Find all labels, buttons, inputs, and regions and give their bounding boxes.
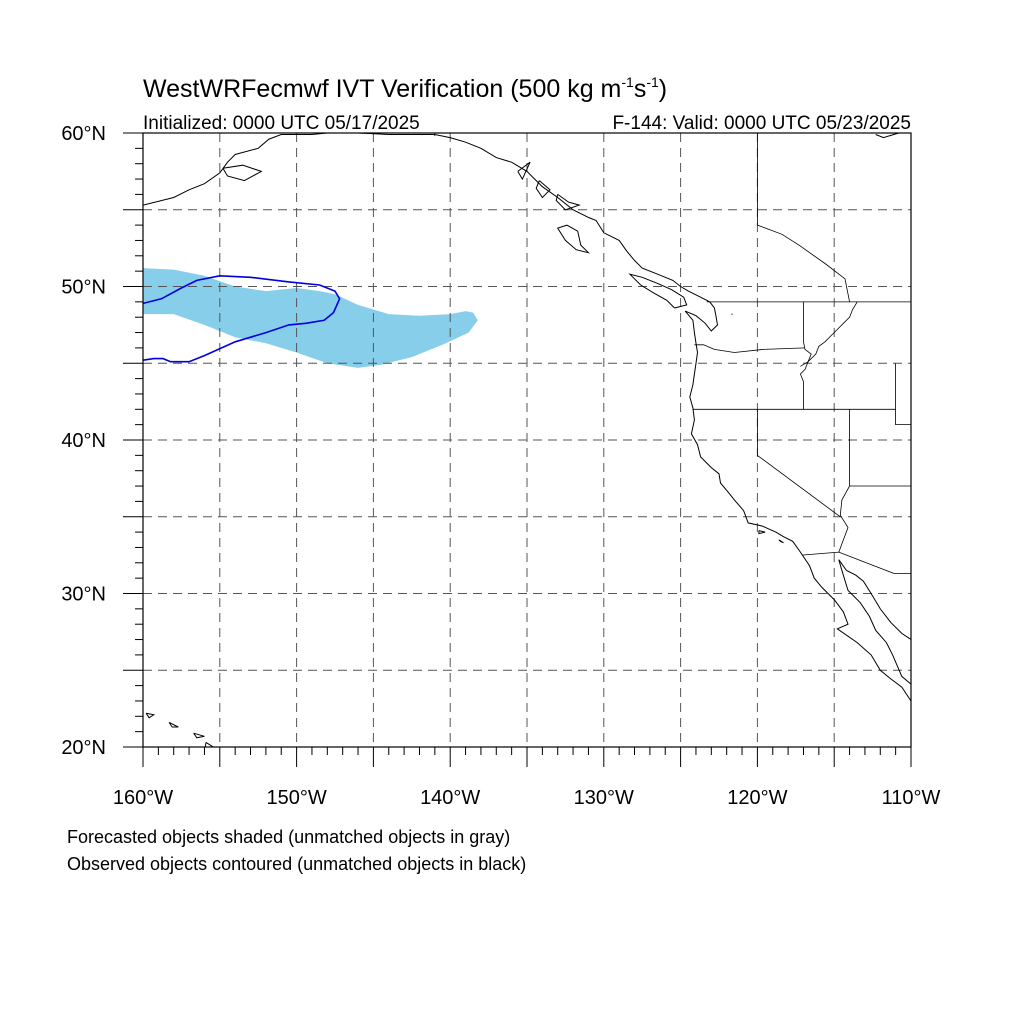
coastline (143, 133, 911, 702)
forecast-ivt-object (143, 268, 478, 368)
init-time: Initialized: 0000 UTC 05/17/2025 (143, 113, 420, 134)
coastline (517, 161, 531, 181)
coastline (758, 530, 766, 535)
lon-label: 150°W (266, 787, 326, 809)
coastline (875, 133, 899, 139)
political-border (895, 363, 911, 425)
legend-forecast-note: Forecasted objects shaded (unmatched obj… (67, 827, 510, 847)
legend-observed-note: Observed objects contoured (unmatched ob… (67, 854, 526, 874)
coastline (222, 164, 263, 182)
lon-label: 130°W (574, 787, 634, 809)
lon-label: 140°W (420, 787, 480, 809)
lon-label: 120°W (727, 787, 787, 809)
coastline (193, 732, 205, 739)
coastline (535, 180, 551, 199)
observed-ivt-contour (143, 274, 341, 363)
lat-label: 60°N (61, 123, 106, 145)
lat-label: 40°N (61, 430, 106, 452)
coastline-layer (143, 133, 911, 747)
map-title: WestWRFecmwf IVT Verification (500 kg m-… (143, 74, 667, 103)
political-border (800, 301, 858, 367)
valid-time: F-144: Valid: 0000 UTC 05/23/2025 (612, 113, 911, 134)
political-border (801, 551, 911, 574)
observed-layer (143, 274, 341, 363)
lon-label: 110°W (882, 787, 941, 809)
coastline (556, 224, 591, 254)
coastline (778, 539, 784, 544)
forecast-layer (143, 268, 478, 368)
political-border (757, 409, 841, 518)
coastline (168, 721, 179, 728)
coastline (555, 193, 581, 211)
grid-lines (143, 133, 911, 747)
political-border (694, 344, 806, 353)
lat-label: 30°N (61, 584, 106, 606)
lon-label: 160°W (113, 787, 173, 809)
coastline (145, 712, 156, 719)
political-border (838, 409, 850, 553)
axis-ticks (123, 132, 912, 767)
lat-label: 50°N (61, 277, 106, 299)
political-border (799, 301, 812, 410)
coastline (628, 273, 688, 309)
coastline (838, 559, 911, 685)
axis-labels: 60°N 50°N 40°N 30°N 20°N 160°W 150°W 140°W 130°W… (61, 123, 940, 809)
coastline (838, 559, 911, 640)
lat-label: 20°N (61, 737, 106, 759)
political-border (757, 133, 850, 302)
coastline (204, 741, 215, 747)
